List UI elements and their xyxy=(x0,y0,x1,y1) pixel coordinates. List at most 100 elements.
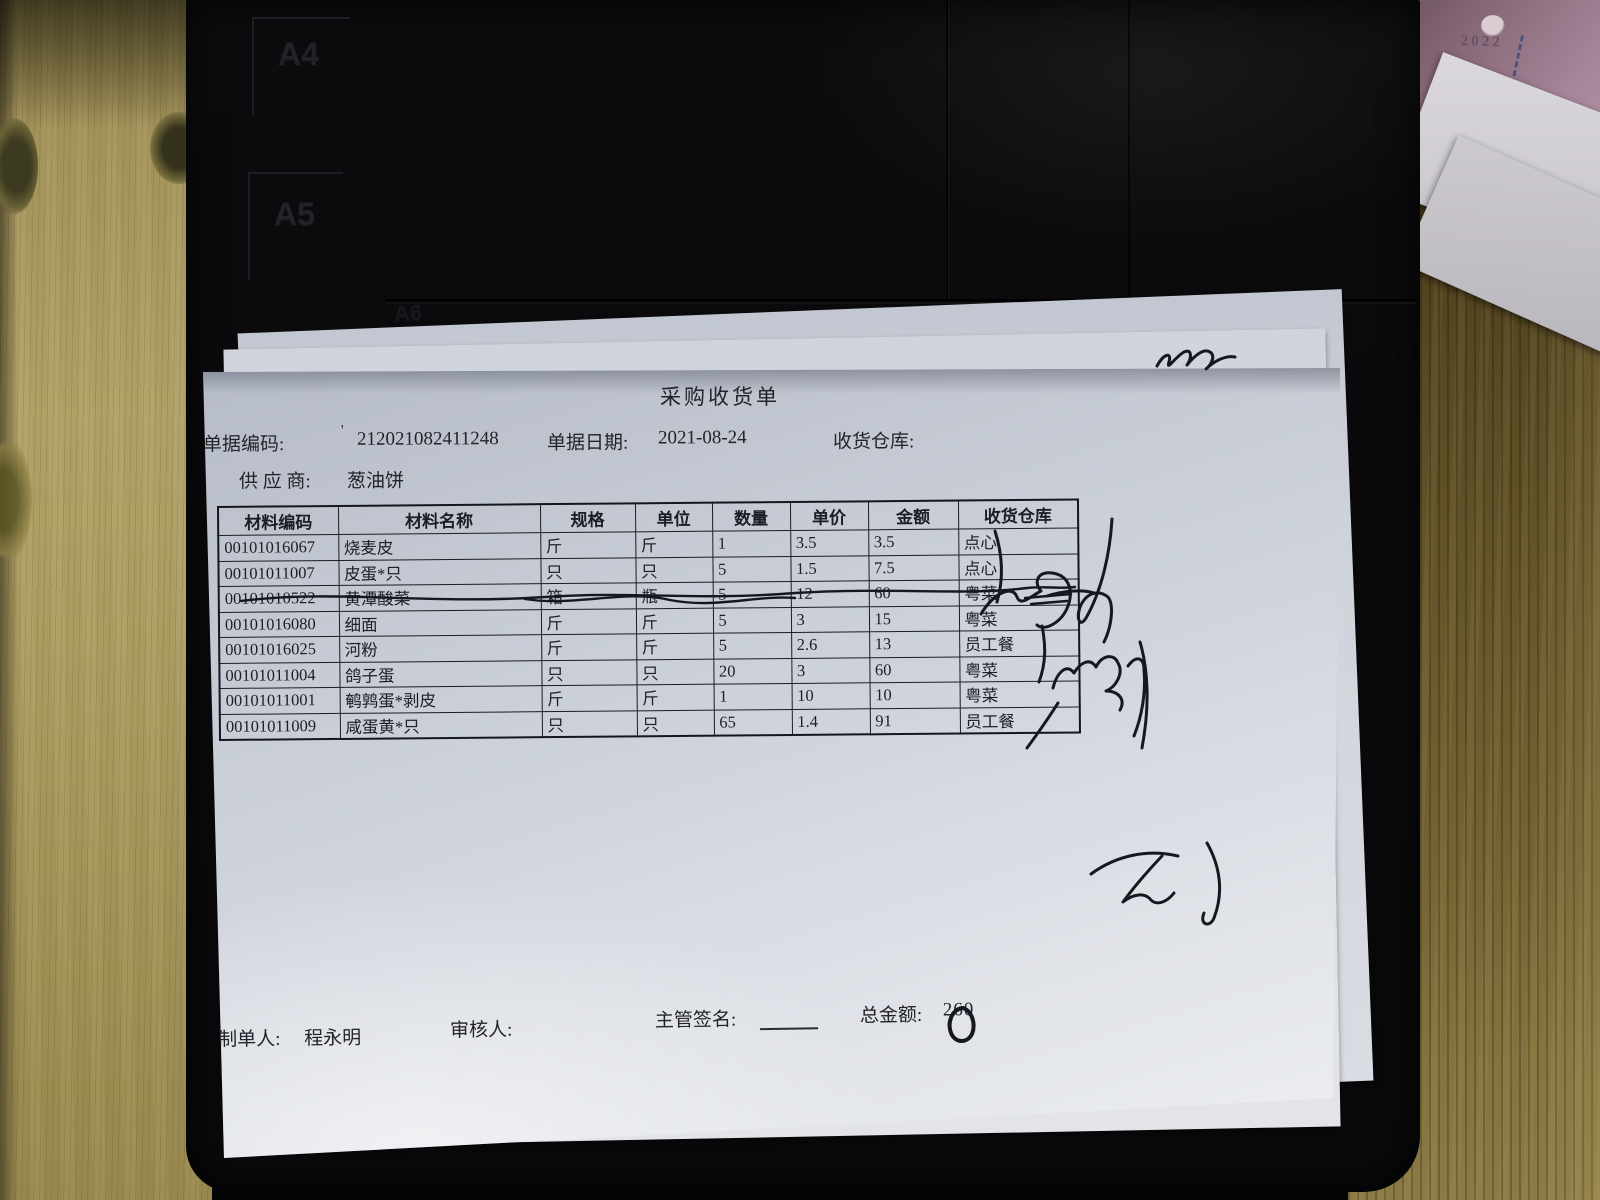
printer-seam xyxy=(946,0,948,300)
pen-tick: ' xyxy=(340,422,344,439)
table-cell: 00101011004 xyxy=(219,661,340,689)
table-cell: 00101010522 xyxy=(218,585,339,612)
supplier-value: 葱油饼 xyxy=(346,470,405,493)
table-cell: 00101011001 xyxy=(219,687,340,714)
table-cell: 60 xyxy=(868,580,959,607)
table-cell: 00101016025 xyxy=(219,636,340,663)
table-cell: 斤 xyxy=(636,684,714,711)
table-cell: 皮蛋*只 xyxy=(338,558,541,586)
table-cell: 00101016067 xyxy=(218,534,339,561)
table-cell: 河粉 xyxy=(339,634,542,662)
table-cell: 粤菜 xyxy=(959,655,1080,683)
table-cell: 斤 xyxy=(541,633,637,661)
wood-knot xyxy=(0,440,32,560)
total-label: 总金额: xyxy=(859,1004,923,1027)
wood-desk-left xyxy=(0,0,212,1200)
table-cell: 只 xyxy=(540,557,636,584)
table-cell: 1 xyxy=(713,683,792,710)
table-cell: 斤 xyxy=(540,608,637,635)
table-cell: 只 xyxy=(636,709,714,737)
doc-date-label: 单据日期: xyxy=(546,432,629,454)
table-cell: 1 xyxy=(712,530,791,557)
table-cell: 只 xyxy=(636,658,714,685)
table-cell: 粤菜 xyxy=(959,680,1080,708)
table-header-cell: 收货仓库 xyxy=(957,499,1079,530)
wood-knot xyxy=(0,118,38,214)
table-header-cell: 材料编码 xyxy=(217,505,339,536)
doc-date-value: 2021-08-24 xyxy=(657,427,747,449)
table-cell: 5 xyxy=(712,556,791,583)
table-cell: 91 xyxy=(869,707,960,735)
table-cell: 斤 xyxy=(540,531,636,559)
table-cell: 烧麦皮 xyxy=(338,532,541,560)
supplier-label: 供 应 商: xyxy=(238,471,311,493)
table-cell: 1.4 xyxy=(791,708,870,735)
table-header-cell: 单位 xyxy=(634,502,713,532)
table-cell: 60 xyxy=(869,656,960,683)
table-cell: 斤 xyxy=(635,607,714,634)
table-cell: 黄潭酸菜 xyxy=(338,583,541,611)
table-cell: 只 xyxy=(635,556,713,583)
table-cell: 2.6 xyxy=(791,631,870,658)
a5-size-label: A5 xyxy=(274,196,315,232)
a4-size-label: A4 xyxy=(278,36,319,72)
table-cell: 10 xyxy=(791,682,870,709)
table-cell: 斤 xyxy=(635,531,713,558)
table-cell: 00101011007 xyxy=(218,559,339,587)
paper-stack: 采购收货单 单据编码: ' 212021082411248 单据日期: 2021… xyxy=(195,289,1374,1180)
table-cell: 5 xyxy=(712,607,792,634)
table-header-cell: 数量 xyxy=(711,502,791,532)
preparer-label: 制单人: xyxy=(218,1028,281,1051)
printer-seam xyxy=(386,299,1416,302)
a5-corner-mark xyxy=(248,172,250,280)
table-cell: 点心 xyxy=(958,527,1079,555)
table-cell: 员工餐 xyxy=(959,629,1080,657)
table-cell: 粤菜 xyxy=(958,604,1080,632)
a4-corner-mark xyxy=(252,17,350,19)
table-cell: 10 xyxy=(869,682,960,709)
form-supplier-row: 供 应 商: 葱油饼 xyxy=(203,463,995,496)
doc-no-value: 212021082411248 xyxy=(356,428,499,450)
table-cell: 5 xyxy=(713,632,792,659)
table-cell: 只 xyxy=(541,710,638,738)
form-title: 采购收货单 xyxy=(660,385,780,409)
form-footer-row: 制单人: 程永明 审核人: 主管签名: 总金额: 260 xyxy=(203,991,1315,1051)
table-cell: 13 xyxy=(869,631,960,658)
signature-underline xyxy=(760,1027,819,1031)
wood-shadow xyxy=(0,0,18,1200)
wood-shadow xyxy=(0,0,212,130)
table-cell: 咸蛋黄*只 xyxy=(339,711,543,739)
table-cell: 鹌鹑蛋*剥皮 xyxy=(339,685,542,713)
slip-printed-text: 2022 xyxy=(1460,32,1503,51)
table-cell: 斤 xyxy=(636,633,714,660)
table-header-cell: 规格 xyxy=(539,503,636,533)
table-cell: 点心 xyxy=(958,553,1079,581)
a4-corner-mark xyxy=(252,17,254,115)
table-cell: 粤菜 xyxy=(958,578,1079,606)
table-cell: 20 xyxy=(713,657,792,685)
table-cell: 3 xyxy=(790,606,870,633)
table-cell: 5 xyxy=(712,581,791,608)
table-cell: 00101016080 xyxy=(218,610,340,638)
form-table: 材料编码 材料名称 规格 单位 数量 单价 金额 收货仓库 00101016067 烧麦皮斤斤 1… xyxy=(216,498,1081,741)
printer-seam xyxy=(1128,0,1130,300)
table-cell: 箱 xyxy=(540,582,636,610)
reviewer-label: 审核人: xyxy=(449,1019,513,1042)
table-cell: 员工餐 xyxy=(959,706,1080,734)
form-header-fields: 单据编码: ' 212021082411248 单据日期: 2021-08-24… xyxy=(202,422,1335,460)
a5-corner-mark xyxy=(248,172,343,174)
supervisor-label: 主管签名: xyxy=(654,1009,737,1032)
table-cell: 3 xyxy=(791,657,870,684)
table-cell: 12 xyxy=(790,580,869,608)
table-cell: 65 xyxy=(713,708,792,736)
table-cell: 7.5 xyxy=(868,554,959,581)
table-cell: 15 xyxy=(868,605,960,632)
doc-no-label: 单据编码: xyxy=(202,434,285,456)
table-cell: 只 xyxy=(541,659,637,686)
table-cell: 1.5 xyxy=(790,555,869,582)
table-cell: 斤 xyxy=(541,684,637,712)
table-cell: 00101011009 xyxy=(219,712,341,740)
table-header-cell: 材料名称 xyxy=(337,504,541,535)
preparer-value: 程永明 xyxy=(304,1027,362,1050)
warehouse-label: 收货仓库: xyxy=(832,431,915,453)
